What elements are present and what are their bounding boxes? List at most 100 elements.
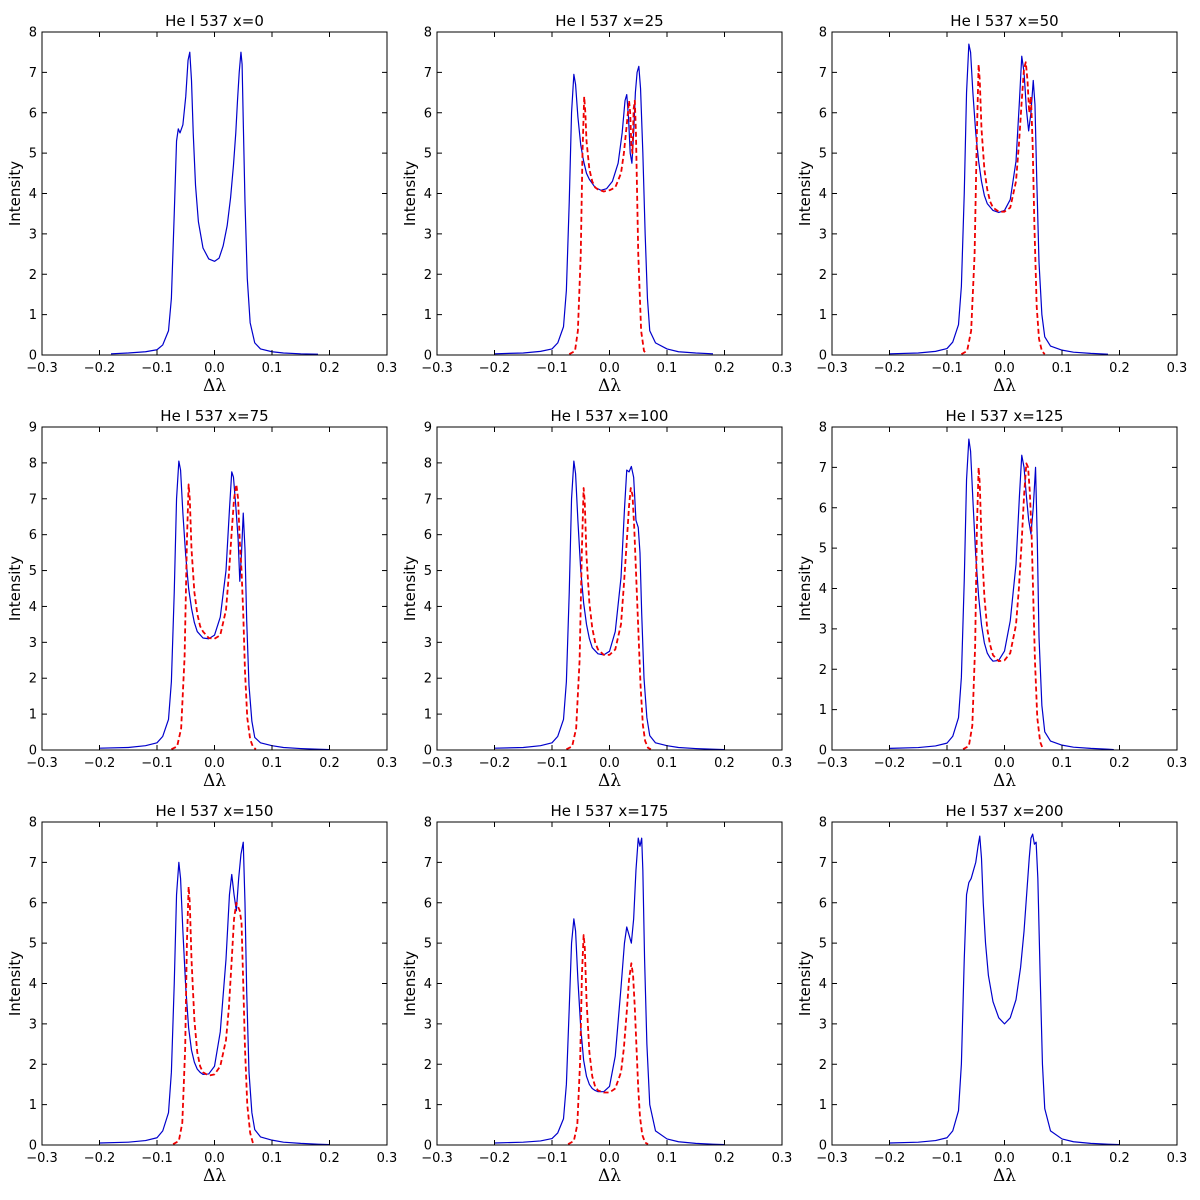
chart-panel: He I 537 x=125 Intensity Δλ −0.3 −0.2 −0.1 0.0…: [796, 407, 1187, 791]
y-tick-label: 2: [424, 672, 432, 687]
x-tick-label: −0.3: [26, 1151, 58, 1166]
y-axis-label: Intensity: [796, 161, 814, 226]
y-tick-label: 1: [424, 1098, 432, 1113]
y-tick-label: 6: [29, 896, 37, 911]
y-tick-label: 0: [819, 349, 827, 364]
x-tick-label: −0.2: [84, 1151, 116, 1166]
y-axis-label: Intensity: [6, 556, 24, 621]
x-tick-label: −0.1: [141, 361, 173, 376]
y-tick-label: 5: [29, 937, 37, 952]
plot-frame: [831, 821, 1178, 1146]
y-tick-label: 4: [424, 977, 432, 992]
x-tick-label: −0.2: [479, 361, 511, 376]
chart-panel: He I 537 x=0 Intensity Δλ −0.3 −0.2 −0.1 0.0 0.…: [6, 12, 397, 396]
x-tick-label: −0.1: [536, 361, 568, 376]
x-tick-label: 0.1: [657, 1151, 678, 1166]
chart-panel: He I 537 x=175 Intensity Δλ −0.3 −0.2 −0.1 0.0…: [401, 802, 792, 1186]
x-tick-label: −0.3: [26, 756, 58, 771]
plot-frame: [436, 31, 783, 356]
x-tick-label: −0.2: [874, 756, 906, 771]
x-tick-label: −0.2: [874, 1151, 906, 1166]
x-tick-label: −0.2: [479, 756, 511, 771]
y-tick-label: 0: [424, 744, 432, 759]
plot-frame: [831, 426, 1178, 751]
y-tick-label: 0: [424, 1139, 432, 1154]
x-tick-label: 0.0: [204, 756, 225, 771]
y-tick-label: 0: [819, 744, 827, 759]
x-tick-label: 0.0: [599, 361, 620, 376]
y-tick-label: 7: [424, 856, 432, 871]
x-tick-label: 0.2: [714, 1151, 735, 1166]
x-tick-label: −0.1: [141, 756, 173, 771]
x-axis-label: Δλ: [203, 771, 226, 791]
x-tick-label: 0.2: [319, 756, 340, 771]
y-axis-label: Intensity: [401, 161, 419, 226]
y-tick-label: 1: [819, 703, 827, 718]
y-tick-label: 3: [29, 227, 37, 242]
chart-title: He I 537 x=0: [165, 12, 264, 30]
y-tick-label: 8: [29, 816, 37, 831]
x-tick-label: −0.2: [479, 1151, 511, 1166]
chart-panel: He I 537 x=75 Intensity Δλ −0.3 −0.2 −0.1 0.0 0…: [6, 407, 397, 791]
y-tick-label: 7: [819, 66, 827, 81]
y-tick-label: 6: [424, 896, 432, 911]
x-tick-label: −0.1: [536, 756, 568, 771]
x-axis-label: Δλ: [993, 376, 1016, 396]
x-tick-label: −0.3: [816, 1151, 848, 1166]
y-tick-label: 4: [29, 187, 37, 202]
y-tick-label: 6: [819, 106, 827, 121]
y-tick-label: 0: [819, 1139, 827, 1154]
y-tick-label: 1: [819, 308, 827, 323]
fit-series-line: [962, 462, 1044, 750]
y-tick-label: 4: [819, 187, 827, 202]
y-tick-label: 9: [29, 421, 37, 436]
x-tick-label: 0.2: [1109, 361, 1130, 376]
plot-frame: [831, 31, 1178, 356]
y-tick-label: 5: [819, 937, 827, 952]
x-axis-label: Δλ: [598, 376, 621, 396]
x-axis-label: Δλ: [203, 1166, 226, 1186]
y-tick-label: 5: [29, 147, 37, 162]
x-tick-label: 0.2: [1109, 756, 1130, 771]
y-tick-label: 5: [424, 564, 432, 579]
plot-frame: [41, 426, 388, 751]
x-tick-label: −0.1: [141, 1151, 173, 1166]
y-axis-label: Intensity: [6, 951, 24, 1016]
x-tick-label: 0.2: [319, 361, 340, 376]
y-tick-label: 4: [424, 187, 432, 202]
y-tick-label: 8: [819, 26, 827, 41]
y-tick-label: 5: [424, 937, 432, 952]
y-tick-label: 3: [819, 227, 827, 242]
chart-panel: He I 537 x=150 Intensity Δλ −0.3 −0.2 −0.1 0.0…: [6, 802, 397, 1186]
y-tick-label: 6: [29, 528, 37, 543]
chart-title: He I 537 x=25: [555, 12, 663, 30]
x-tick-label: 0.1: [262, 1151, 283, 1166]
fit-series-line: [172, 885, 254, 1145]
fit-series-line: [960, 61, 1046, 355]
chart-panel: He I 537 x=100 Intensity Δλ −0.3 −0.2 −0.1 0.0…: [401, 407, 792, 791]
model-series-line: [889, 438, 1114, 750]
x-tick-label: 0.2: [319, 1151, 340, 1166]
x-tick-label: 0.0: [599, 1151, 620, 1166]
y-tick-label: 1: [29, 308, 37, 323]
y-tick-label: 2: [819, 268, 827, 283]
chart-title: He I 537 x=50: [950, 12, 1058, 30]
y-tick-label: 2: [29, 672, 37, 687]
y-tick-label: 6: [819, 896, 827, 911]
y-tick-label: 4: [819, 582, 827, 597]
x-tick-label: −0.1: [536, 1151, 568, 1166]
x-tick-label: 0.2: [714, 756, 735, 771]
fit-series-line: [170, 483, 257, 750]
chart-panel: He I 537 x=200 Intensity Δλ −0.3 −0.2 −0.1 0.0…: [796, 802, 1187, 1186]
chart-title: He I 537 x=200: [946, 802, 1064, 820]
y-tick-label: 5: [424, 147, 432, 162]
x-tick-label: 0.0: [599, 756, 620, 771]
y-tick-label: 4: [424, 600, 432, 615]
y-tick-label: 3: [29, 1017, 37, 1032]
x-tick-label: −0.2: [84, 361, 116, 376]
plot-frame: [436, 821, 783, 1146]
x-tick-label: 0.3: [772, 1151, 793, 1166]
y-tick-label: 0: [29, 1139, 37, 1154]
y-tick-label: 2: [29, 268, 37, 283]
y-tick-label: 2: [424, 1058, 432, 1073]
